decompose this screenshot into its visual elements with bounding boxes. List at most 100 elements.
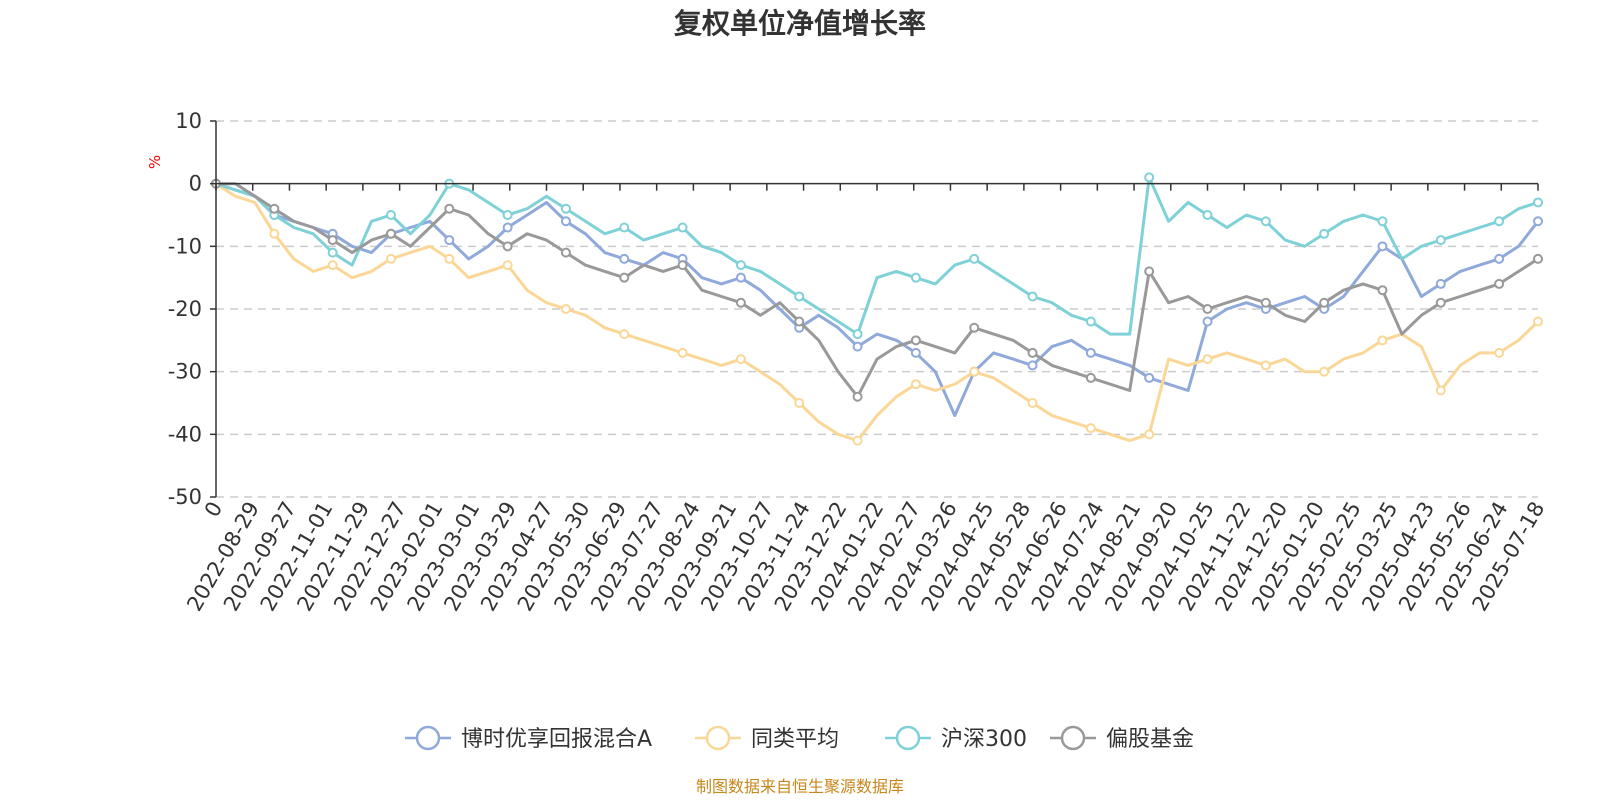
series-point — [1319, 297, 1330, 308]
series-line-3 — [216, 182, 1539, 399]
series-point — [1435, 297, 1446, 308]
series-point — [327, 260, 338, 271]
y-tick-label: -40 — [168, 422, 202, 446]
series-point — [502, 260, 513, 271]
series-point — [852, 329, 863, 340]
series-point — [852, 341, 863, 352]
legend-item-1[interactable]: 同类平均 — [695, 725, 839, 752]
legend-circle-icon — [1060, 725, 1086, 751]
series-point — [735, 272, 746, 283]
footer-source: 制图数据来自恒生聚源数据库 — [696, 777, 904, 796]
series-point — [560, 304, 571, 314]
legend-label: 同类平均 — [751, 727, 839, 752]
legend-label: 偏股基金 — [1106, 727, 1194, 752]
series-point — [1377, 335, 1388, 346]
series-point — [619, 329, 630, 340]
legend-circle-icon — [705, 725, 731, 751]
series-point — [852, 435, 863, 446]
series-point — [1533, 197, 1543, 208]
series-point — [677, 260, 688, 271]
legend-label: 博时优享回报混合A — [461, 727, 652, 752]
series-line-2 — [215, 175, 1539, 336]
series-point — [969, 253, 980, 264]
series-point — [677, 347, 688, 358]
x-tick-label: 0 — [200, 498, 227, 522]
legend-item-2[interactable]: 沪深300 — [885, 725, 1027, 752]
series-point — [619, 222, 630, 233]
legend-item-0[interactable]: 博时优享回报混合A — [405, 725, 652, 752]
series-point — [1494, 347, 1505, 358]
series-point — [1085, 347, 1096, 358]
series-point — [1494, 278, 1505, 289]
series-point — [1027, 291, 1038, 302]
series-point — [735, 260, 746, 271]
legend-circle-icon — [415, 725, 441, 751]
series-point — [444, 253, 455, 264]
series-point — [1027, 360, 1038, 371]
series-point — [502, 241, 513, 252]
series-point — [1533, 253, 1543, 264]
series-point — [794, 316, 805, 327]
series-point — [1260, 360, 1271, 371]
series-point — [269, 228, 280, 239]
series-point — [619, 253, 630, 264]
series-line-0 — [215, 182, 1540, 417]
series-point — [1377, 285, 1388, 296]
series-point — [1435, 278, 1446, 289]
series-point — [1085, 316, 1096, 327]
series-point — [385, 228, 396, 239]
grid-lines — [216, 120, 1538, 498]
series-point — [1202, 210, 1213, 220]
series-point — [560, 216, 571, 227]
series-point — [969, 322, 980, 333]
series-point — [502, 210, 513, 220]
series-point — [1494, 253, 1505, 264]
series-point — [327, 247, 338, 258]
series-point — [619, 272, 630, 283]
series-layer — [211, 172, 1543, 446]
y-tick-label: -30 — [168, 360, 202, 384]
series-point — [1144, 372, 1155, 383]
series-point — [1027, 347, 1038, 358]
series-point — [1202, 304, 1213, 314]
series-point — [560, 203, 571, 214]
series-point — [735, 297, 746, 308]
legend[interactable]: 博时优享回报混合A 同类平均 沪深300 偏股基金 — [405, 725, 1194, 752]
series-point — [385, 210, 396, 220]
chart-title: 复权单位净值增长率 — [674, 7, 926, 40]
series-point — [385, 253, 396, 264]
legend-label: 沪深300 — [941, 727, 1027, 752]
series-point — [1027, 398, 1038, 408]
series-point — [327, 235, 338, 246]
series-point — [269, 203, 280, 214]
series-point — [1377, 216, 1388, 227]
series-point — [677, 222, 688, 233]
series-point — [444, 203, 455, 214]
y-tick-label: 0 — [189, 172, 202, 196]
series-point — [910, 272, 921, 283]
series-point — [444, 235, 455, 246]
series-point — [1319, 366, 1330, 377]
series-point — [1435, 385, 1446, 396]
y-tick-label: -20 — [168, 297, 202, 321]
series-point — [1533, 316, 1543, 327]
y-tick-label: 10 — [175, 109, 202, 133]
series-point — [794, 291, 805, 302]
series-point — [1144, 429, 1155, 440]
series-line-1 — [215, 182, 1540, 443]
y-axis-unit: % — [146, 155, 164, 169]
series-point — [910, 335, 921, 346]
series-point — [1202, 354, 1213, 365]
series-point — [560, 247, 571, 258]
legend-item-3[interactable]: 偏股基金 — [1050, 725, 1194, 752]
series-point — [502, 222, 513, 233]
series-point — [735, 354, 746, 365]
series-point — [1319, 228, 1330, 239]
series-point — [1144, 172, 1155, 183]
series-point — [910, 379, 921, 390]
series-point — [1085, 372, 1096, 383]
series-point — [1377, 241, 1388, 252]
axes: 100-10-20-30-40-5002022-08-292022-09-272… — [168, 109, 1550, 615]
series-point — [1435, 235, 1446, 246]
y-tick-label: -10 — [168, 234, 202, 258]
